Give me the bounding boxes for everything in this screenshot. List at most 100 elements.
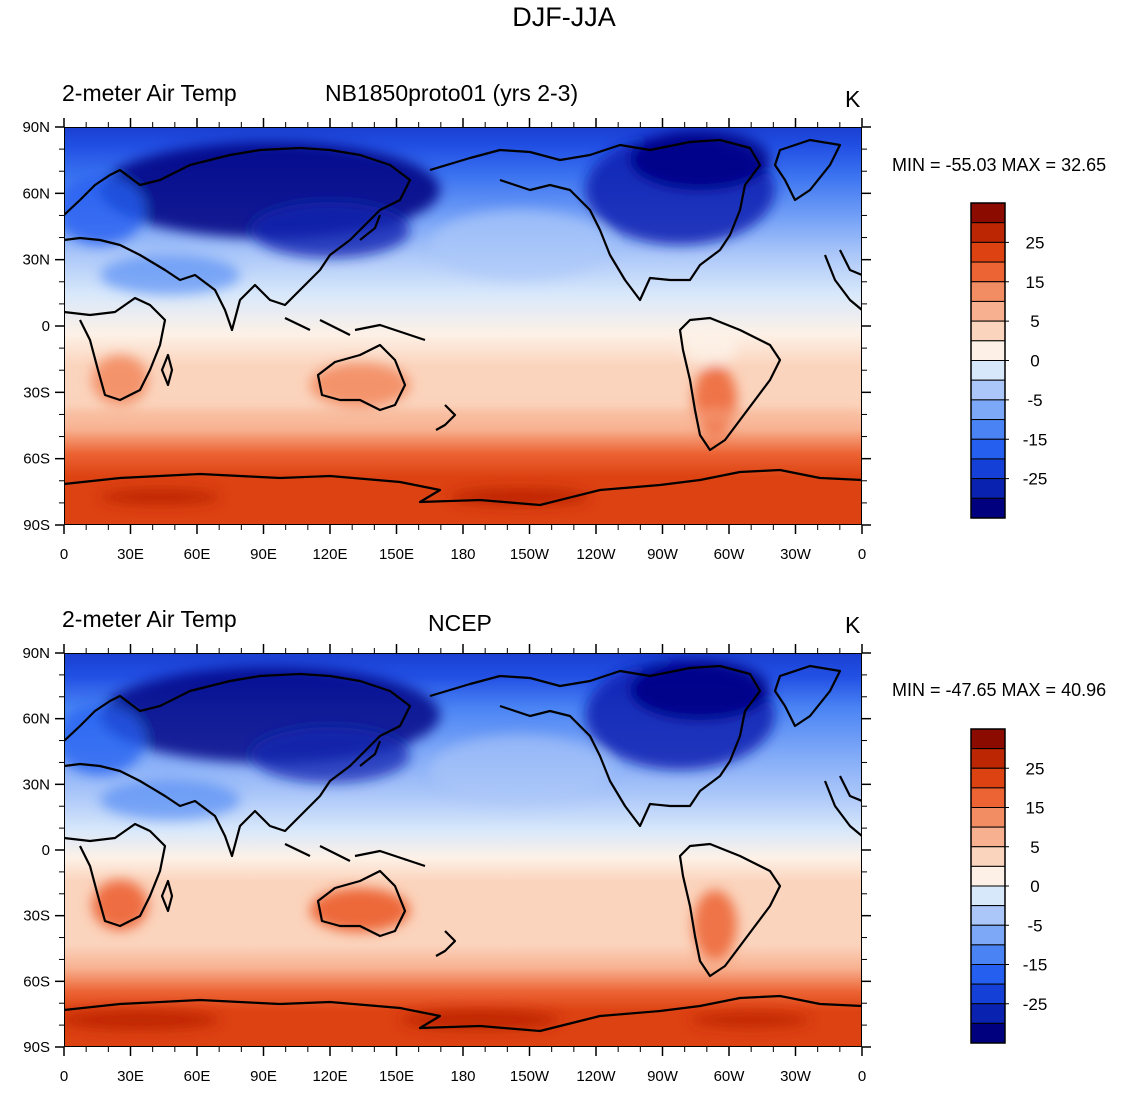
y-tick-label: 90N <box>22 119 50 136</box>
y-tick-label: 90S <box>23 517 50 534</box>
colorbar-swatch <box>970 964 1006 985</box>
colorbar-swatch <box>970 865 1006 887</box>
colorbar-swatch <box>970 905 1006 926</box>
colorbar-label: 25 <box>1026 233 1045 252</box>
x-tick-label: 150W <box>510 1068 550 1085</box>
y-tick-label: 60S <box>23 973 50 990</box>
colorbar-label: -5 <box>1027 916 1042 935</box>
colorbar-label: -15 <box>1023 430 1048 449</box>
panel-2-minmax: MIN = -47.65 MAX = 40.96 <box>892 680 1107 700</box>
colorbar-label: 15 <box>1026 799 1045 818</box>
colorbar-swatch <box>970 360 1006 381</box>
figure-title: DJF-JJA <box>512 2 616 32</box>
colorbar-swatch <box>970 807 1006 828</box>
x-tick-label: 60E <box>184 546 211 563</box>
colorbar-swatch <box>970 458 1006 480</box>
colorbar-label: 0 <box>1030 877 1039 896</box>
panel-1-case: NB1850proto01 (yrs 2-3) <box>325 80 579 106</box>
x-tick-label: 30W <box>780 546 812 563</box>
x-tick-label: 90W <box>647 546 679 563</box>
y-tick-label: 60N <box>22 185 50 202</box>
panel-1-variable: 2-meter Air Temp <box>62 80 237 106</box>
x-tick-label: 30E <box>117 546 144 563</box>
colorbar-swatch <box>970 281 1006 302</box>
colorbar-swatch <box>970 767 1006 789</box>
panel-2-case: NCEP <box>428 610 492 636</box>
x-tick-label: 0 <box>858 546 866 563</box>
colorbars: 25 15 5 0 -5 -15 -25 25 15 5 0 -5 -15 -25 <box>970 202 1048 1044</box>
y-tick-label: 30S <box>23 908 50 925</box>
x-tick-label: 90E <box>250 1068 277 1085</box>
colorbar-swatch <box>970 379 1006 401</box>
colorbar-swatch <box>970 478 1006 499</box>
y-tick-label: 0 <box>42 318 50 335</box>
panel-1-coastlines <box>64 138 862 507</box>
panel-2-variable: 2-meter Air Temp <box>62 606 237 632</box>
x-tick-label: 60W <box>714 546 746 563</box>
colorbar-label: -25 <box>1023 470 1048 489</box>
colorbar-swatch <box>970 261 1006 283</box>
colorbar-swatch <box>970 748 1006 769</box>
colorbar-swatch <box>970 399 1006 421</box>
colorbar-swatch <box>970 924 1006 946</box>
y-tick-label: 90S <box>23 1039 50 1056</box>
colorbar-swatch <box>970 222 1006 243</box>
colorbar-label: -25 <box>1023 995 1048 1014</box>
y-tick-label: 60N <box>22 711 50 728</box>
colorbar-swatch <box>970 438 1006 460</box>
y-tick-label: 90N <box>22 645 50 662</box>
colorbar-swatch <box>970 1003 1006 1024</box>
colorbar-swatch <box>970 826 1006 848</box>
colorbar-label: 5 <box>1030 838 1039 857</box>
colorbar-label: 15 <box>1026 273 1045 292</box>
panel-1-minmax: MIN = -55.03 MAX = 32.65 <box>892 155 1107 175</box>
colorbar-label: -15 <box>1023 956 1048 975</box>
colorbar-swatch <box>970 728 1006 750</box>
x-tick-label: 120E <box>312 546 347 563</box>
colorbar-label: 5 <box>1030 312 1039 331</box>
x-tick-label: 150W <box>510 546 550 563</box>
x-tick-label: 120W <box>576 546 616 563</box>
panel-2-coastlines <box>64 664 862 1033</box>
x-tick-label: 90W <box>647 1068 679 1085</box>
panel-2-map <box>64 653 862 1047</box>
y-tick-label: 30S <box>23 384 50 401</box>
colorbar-swatch <box>970 340 1006 361</box>
colorbar-swatch <box>970 497 1006 519</box>
panel-2-units: K <box>845 612 861 638</box>
x-tick-label: 150E <box>379 1068 414 1085</box>
colorbar-swatch <box>970 241 1006 263</box>
x-tick-label: 0 <box>858 1068 866 1085</box>
y-tick-label: 60S <box>23 451 50 468</box>
colorbar-swatch <box>970 787 1006 808</box>
x-tick-label: 0 <box>60 1068 68 1085</box>
x-tick-label: 90E <box>250 546 277 563</box>
panel-1-units: K <box>845 86 861 112</box>
colorbar-swatch <box>970 300 1006 322</box>
x-tick-label: 180 <box>450 1068 475 1085</box>
x-tick-label: 120E <box>312 1068 347 1085</box>
x-tick-label: 30E <box>117 1068 144 1085</box>
colorbar-swatch <box>970 944 1006 965</box>
x-tick-label: 30W <box>780 1068 812 1085</box>
x-tick-label: 180 <box>450 546 475 563</box>
panel-2-anomalies <box>64 660 810 1030</box>
x-tick-label: 150E <box>379 546 414 563</box>
colorbar-swatch <box>970 320 1006 342</box>
y-tick-label: 30N <box>22 252 50 269</box>
colorbar-swatch <box>970 885 1006 907</box>
colorbar-label: 0 <box>1030 352 1039 371</box>
panel-1-map <box>64 127 862 525</box>
x-tick-label: 0 <box>60 546 68 563</box>
axes-layer: 0 30E 60E 90E 120E 150E 180 150W 120W 90W 60W 30W 09… <box>22 118 871 1085</box>
colorbar-swatch <box>970 983 1006 1005</box>
x-tick-label: 120W <box>576 1068 616 1085</box>
y-tick-label: 0 <box>42 842 50 859</box>
colorbar-swatch <box>970 419 1006 440</box>
colorbar-label: 25 <box>1026 759 1045 778</box>
colorbar-swatch <box>970 1022 1006 1044</box>
y-tick-label: 30N <box>22 776 50 793</box>
colorbar-label: -5 <box>1027 391 1042 410</box>
colorbar-swatch <box>970 846 1006 867</box>
